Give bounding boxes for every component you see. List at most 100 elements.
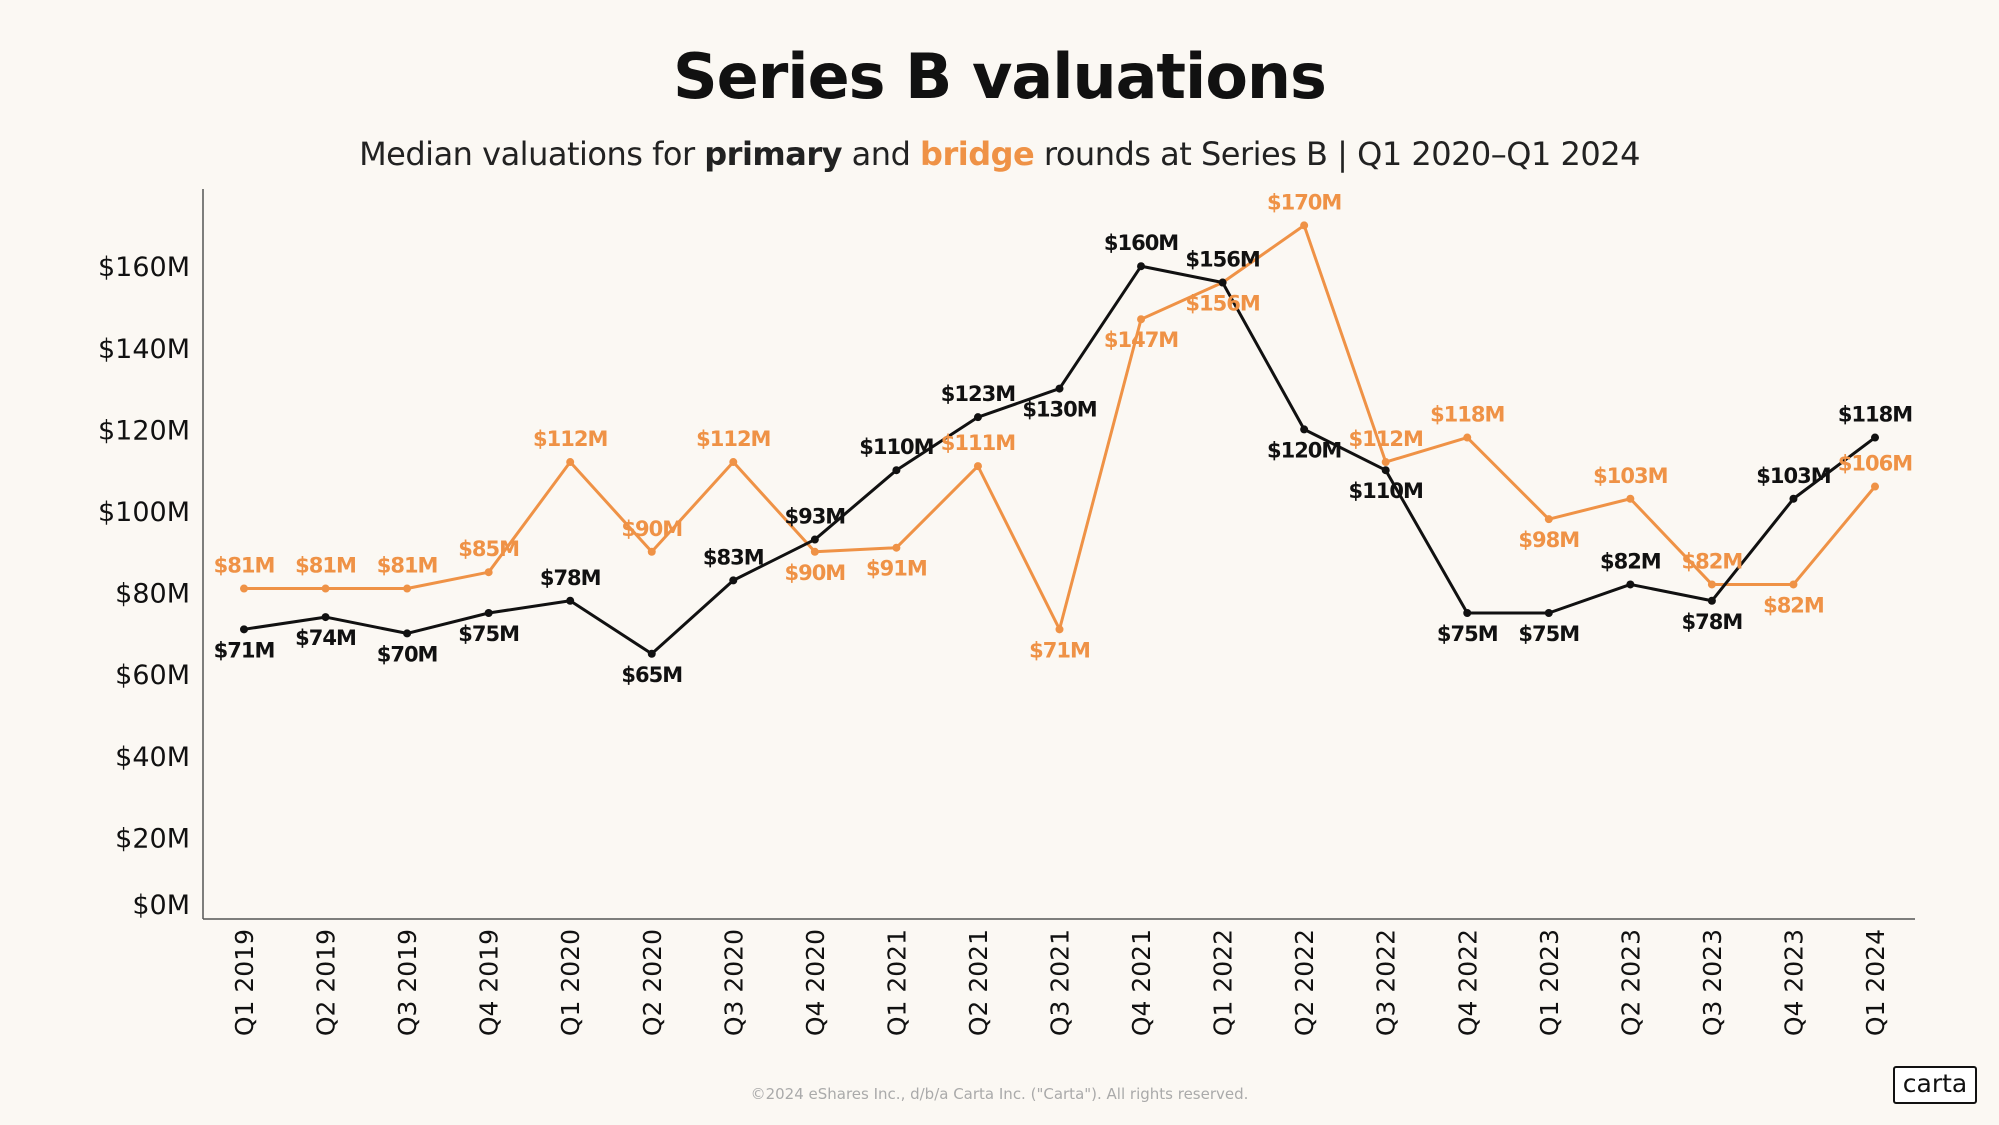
bridge-data-label: $111M <box>941 431 1015 455</box>
bridge-data-label: $170M <box>1267 190 1341 214</box>
primary-point <box>321 613 330 622</box>
primary-point <box>1300 425 1309 434</box>
bridge-data-label: $82M <box>1763 593 1824 617</box>
x-tick-label: Q1 2024 <box>1861 929 1890 1036</box>
primary-point <box>240 625 248 634</box>
primary-data-label: $156M <box>1185 248 1259 272</box>
primary-data-label: $65M <box>621 663 682 687</box>
bridge-point <box>321 584 330 593</box>
primary-point <box>484 609 493 617</box>
bridge-data-label: $106M <box>1838 452 1912 476</box>
primary-data-label: $93M <box>784 505 845 529</box>
chart-subtitle: Median valuations for primary and bridge… <box>0 135 1999 173</box>
x-tick-label: Q4 2021 <box>1127 929 1156 1036</box>
primary-point <box>1055 384 1064 393</box>
primary-line <box>243 264 1876 656</box>
primary-point <box>566 596 575 605</box>
y-tick-label: $60M <box>115 660 190 691</box>
bridge-data-label: $112M <box>533 427 607 451</box>
primary-data-label: $70M <box>377 642 438 666</box>
bridge-point <box>240 584 248 593</box>
bridge-data-label: $81M <box>214 554 275 578</box>
bridge-data-label: $82M <box>1682 549 1743 573</box>
x-tick-label: Q1 2022 <box>1209 929 1238 1036</box>
bridge-data-label: $71M <box>1029 638 1090 662</box>
primary-point <box>1218 278 1227 287</box>
bridge-point <box>484 568 493 577</box>
bridge-data-label: $118M <box>1430 403 1504 427</box>
x-tick-label: Q4 2022 <box>1453 929 1482 1036</box>
primary-data-label: $82M <box>1600 549 1661 573</box>
primary-data-label: $75M <box>458 622 519 646</box>
x-tick-label: Q4 2020 <box>801 929 830 1036</box>
y-tick-label: $20M <box>115 823 190 854</box>
bridge-data-label: $112M <box>696 427 770 451</box>
x-tick-label: Q4 2023 <box>1779 929 1808 1036</box>
bridge-point <box>1544 515 1553 524</box>
primary-point <box>1137 262 1146 271</box>
bridge-data-label: $85M <box>458 537 519 561</box>
bridge-point <box>1300 221 1309 230</box>
y-tick-label: $100M <box>98 497 190 528</box>
bridge-point <box>403 584 412 593</box>
primary-point <box>1789 494 1798 503</box>
chart-title: Series B valuations <box>673 40 1327 113</box>
bridge-data-label: $81M <box>377 554 438 578</box>
primary-point <box>1544 609 1553 617</box>
subtitle-primary: primary <box>704 135 842 173</box>
x-tick-label: Q2 2023 <box>1616 929 1645 1036</box>
y-tick-label: $120M <box>98 415 190 446</box>
bridge-point <box>973 462 982 471</box>
primary-data-label: $110M <box>859 435 933 459</box>
bridge-point <box>892 543 901 552</box>
bridge-data-label: $98M <box>1518 528 1579 552</box>
copyright-footer: ©2024 eShares Inc., d/b/a Carta Inc. ("C… <box>750 1085 1249 1103</box>
bridge-data-label: $81M <box>295 554 356 578</box>
bridge-point <box>1626 494 1635 503</box>
subtitle-bridge: bridge <box>920 135 1035 173</box>
x-tick-label: Q3 2020 <box>719 929 748 1036</box>
primary-data-label: $75M <box>1518 622 1579 646</box>
bridge-point <box>1707 580 1716 589</box>
primary-data-label: $110M <box>1349 479 1423 503</box>
y-tick-label: $80M <box>115 579 190 610</box>
primary-data-label: $130M <box>1022 398 1096 422</box>
primary-point <box>1626 580 1635 589</box>
y-tick-label: $140M <box>98 334 190 365</box>
bridge-data-label: $90M <box>784 561 845 585</box>
primary-point <box>892 466 901 475</box>
primary-point <box>1381 466 1390 475</box>
x-tick-label: Q1 2021 <box>882 929 911 1036</box>
bridge-point <box>1789 580 1798 589</box>
x-tick-label: Q2 2020 <box>638 929 667 1036</box>
primary-data-label: $83M <box>703 545 764 569</box>
y-tick-label: $0M <box>132 890 190 921</box>
bridge-data-label: $156M <box>1185 292 1259 316</box>
carta-logo: carta <box>1893 1066 1977 1104</box>
primary-data-label: $160M <box>1104 231 1178 255</box>
bridge-point <box>810 547 819 556</box>
primary-point <box>973 413 982 422</box>
primary-data-label: $75M <box>1437 622 1498 646</box>
y-tick-label: $40M <box>115 742 190 773</box>
subtitle-text: rounds at Series B | Q1 2020–Q1 2024 <box>1034 135 1641 173</box>
primary-data-label: $118M <box>1838 403 1912 427</box>
bridge-point <box>1055 625 1064 634</box>
bridge-point <box>1381 458 1390 467</box>
primary-data-label: $71M <box>214 638 275 662</box>
x-tick-label: Q4 2019 <box>475 929 504 1036</box>
x-tick-label: Q2 2019 <box>312 929 341 1036</box>
primary-point <box>810 535 819 544</box>
x-tick-label: Q1 2023 <box>1535 929 1564 1036</box>
x-tick-label: Q1 2020 <box>556 929 585 1036</box>
bridge-point <box>729 458 738 467</box>
primary-point <box>647 649 656 658</box>
bridge-point <box>1871 482 1879 491</box>
primary-data-label: $120M <box>1267 438 1341 462</box>
primary-data-label: $74M <box>295 626 356 650</box>
subtitle-text: and <box>842 135 921 173</box>
bridge-data-label: $103M <box>1593 464 1667 488</box>
bridge-data-label: $90M <box>621 517 682 541</box>
bridge-point <box>1463 433 1472 442</box>
